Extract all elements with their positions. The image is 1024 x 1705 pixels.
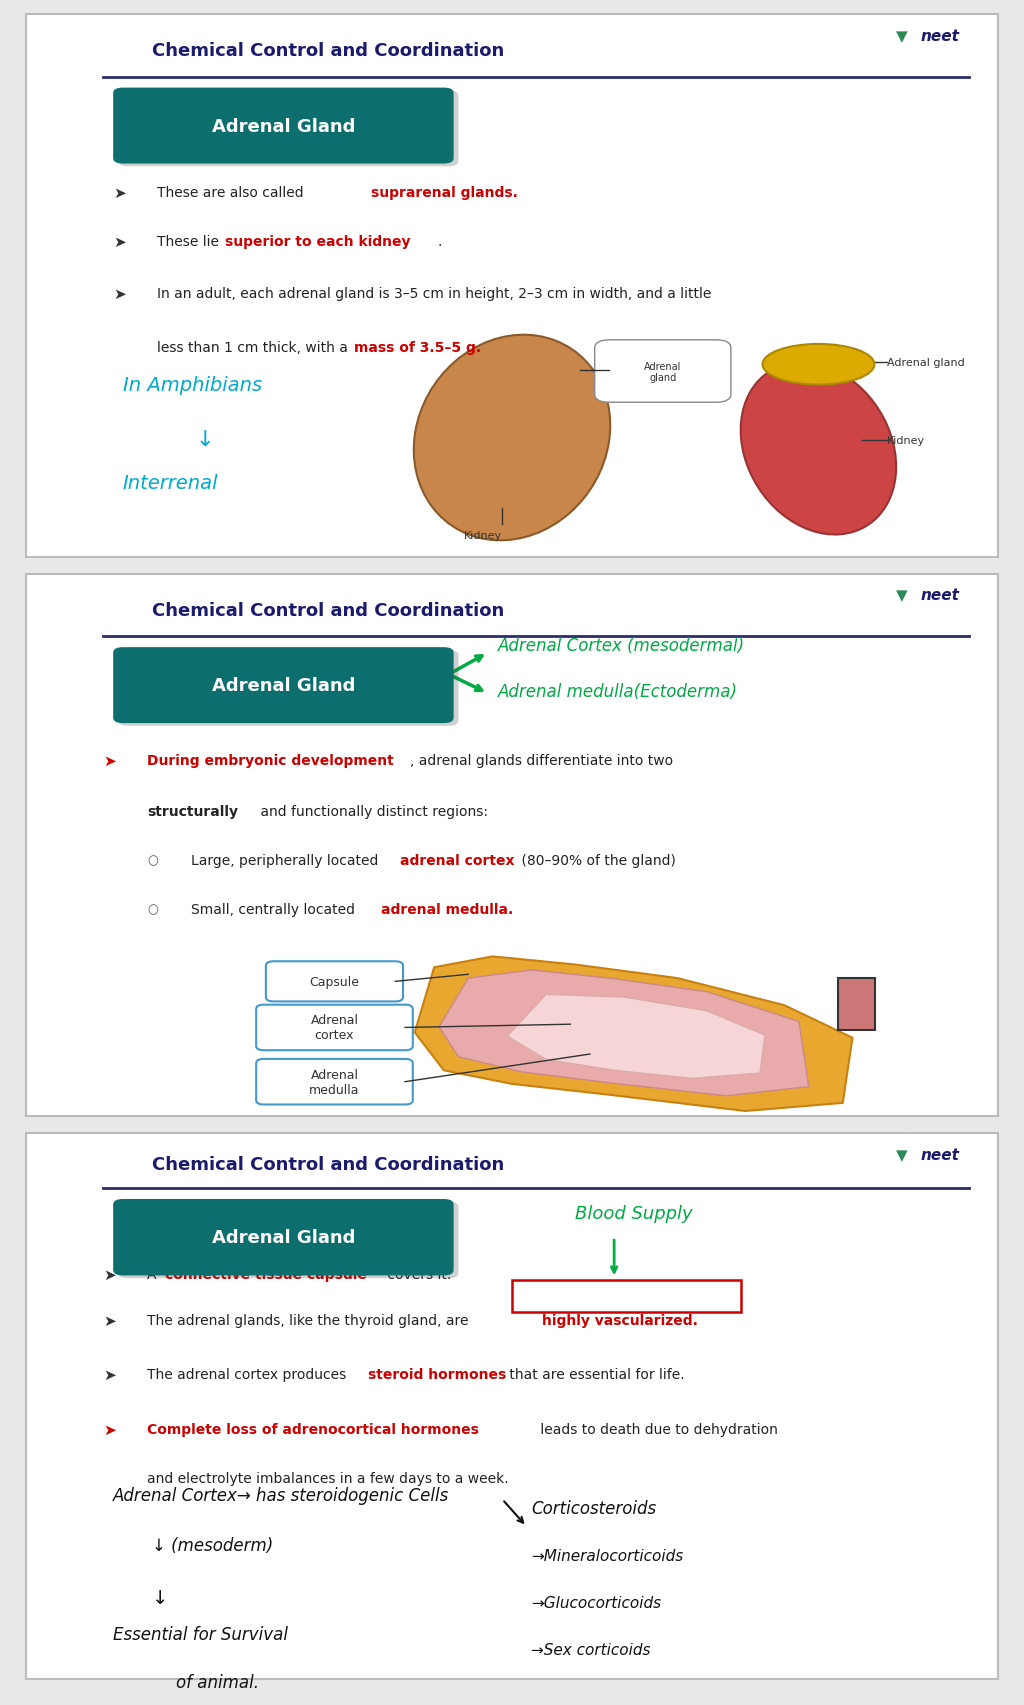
Ellipse shape (414, 336, 610, 540)
FancyBboxPatch shape (118, 1202, 459, 1279)
Text: Capsule: Capsule (309, 975, 359, 989)
Text: suprarenal glands.: suprarenal glands. (371, 186, 518, 199)
Text: ▼: ▼ (896, 29, 908, 44)
Text: connective tissue capsule: connective tissue capsule (165, 1267, 367, 1282)
Text: Essential for Survival: Essential for Survival (113, 1625, 288, 1644)
Text: that are essential for life.: that are essential for life. (505, 1367, 685, 1381)
Text: The adrenal cortex produces: The adrenal cortex produces (147, 1367, 351, 1381)
Text: ➤: ➤ (113, 235, 126, 251)
Text: ○: ○ (147, 902, 158, 916)
Text: covers it.: covers it. (383, 1267, 451, 1282)
Text: In Amphibians: In Amphibians (123, 375, 262, 396)
Text: Blood Supply: Blood Supply (575, 1205, 693, 1222)
Text: Adrenal Cortex (mesodermal): Adrenal Cortex (mesodermal) (498, 638, 744, 655)
Text: , adrenal glands differentiate into two: , adrenal glands differentiate into two (410, 754, 673, 767)
Text: of animal.: of animal. (176, 1673, 259, 1691)
Text: Kidney: Kidney (887, 436, 925, 447)
Text: structurally: structurally (147, 805, 239, 818)
Text: Adrenal
cortex: Adrenal cortex (310, 1014, 358, 1042)
Text: Adrenal Gland: Adrenal Gland (212, 677, 355, 694)
FancyBboxPatch shape (256, 1004, 413, 1050)
Text: Chemical Control and Coordination: Chemical Control and Coordination (152, 1156, 504, 1173)
Text: Adrenal Gland: Adrenal Gland (212, 118, 355, 135)
Text: less than 1 cm thick, with a: less than 1 cm thick, with a (157, 341, 352, 355)
FancyBboxPatch shape (595, 341, 731, 402)
Text: During embryonic development: During embryonic development (147, 754, 394, 767)
Text: ↓: ↓ (196, 430, 214, 450)
Text: These lie: These lie (157, 235, 223, 249)
Text: Small, centrally located: Small, centrally located (190, 902, 359, 917)
Text: Adrenal gland: Adrenal gland (887, 358, 965, 367)
Text: and electrolyte imbalances in a few days to a week.: and electrolyte imbalances in a few days… (147, 1471, 509, 1485)
Ellipse shape (763, 344, 874, 385)
Text: adrenal medulla.: adrenal medulla. (381, 902, 513, 917)
Text: Adrenal Cortex→ has steroidogenic Cells: Adrenal Cortex→ has steroidogenic Cells (113, 1485, 450, 1504)
FancyBboxPatch shape (114, 1199, 454, 1275)
Text: mass of 3.5–5 g.: mass of 3.5–5 g. (354, 341, 481, 355)
Text: ➤: ➤ (103, 1422, 116, 1437)
Text: highly vascularized.: highly vascularized. (542, 1313, 698, 1326)
Text: The adrenal glands, like the thyroid gland, are: The adrenal glands, like the thyroid gla… (147, 1313, 473, 1326)
Text: superior to each kidney: superior to each kidney (225, 235, 411, 249)
Text: Corticosteroids: Corticosteroids (531, 1499, 656, 1517)
Text: Kidney: Kidney (464, 530, 502, 540)
Text: neet: neet (921, 588, 959, 604)
FancyBboxPatch shape (118, 92, 459, 167)
Polygon shape (439, 970, 809, 1096)
Text: ▼: ▼ (896, 588, 908, 604)
Text: Complete loss of adrenocortical hormones: Complete loss of adrenocortical hormones (147, 1422, 479, 1436)
Text: steroid hormones: steroid hormones (368, 1367, 506, 1381)
FancyBboxPatch shape (118, 651, 459, 726)
Text: In an adult, each adrenal gland is 3–5 cm in height, 2–3 cm in width, and a litt: In an adult, each adrenal gland is 3–5 c… (157, 286, 712, 300)
Text: →Glucocorticoids: →Glucocorticoids (531, 1594, 662, 1610)
FancyBboxPatch shape (114, 89, 454, 164)
Text: Chemical Control and Coordination: Chemical Control and Coordination (152, 43, 504, 60)
Text: .: . (437, 235, 441, 249)
Text: Chemical Control and Coordination: Chemical Control and Coordination (152, 602, 504, 619)
FancyBboxPatch shape (26, 15, 998, 558)
Text: Adrenal Gland: Adrenal Gland (212, 1229, 355, 1246)
Text: and functionally distinct regions:: and functionally distinct regions: (256, 805, 488, 818)
FancyBboxPatch shape (512, 1280, 740, 1313)
FancyBboxPatch shape (26, 575, 998, 1117)
Text: These are also called: These are also called (157, 186, 308, 199)
FancyBboxPatch shape (256, 1059, 413, 1105)
Text: ○: ○ (147, 854, 158, 866)
FancyBboxPatch shape (266, 962, 403, 1003)
Text: ➤: ➤ (113, 286, 126, 302)
Text: (80–90% of the gland): (80–90% of the gland) (517, 854, 676, 868)
Ellipse shape (740, 363, 896, 535)
Text: ➤: ➤ (103, 1267, 116, 1282)
FancyBboxPatch shape (838, 979, 874, 1030)
Text: neet: neet (921, 29, 959, 44)
Text: adrenal cortex: adrenal cortex (400, 854, 515, 868)
Text: →Sex corticoids: →Sex corticoids (531, 1642, 651, 1657)
Text: Adrenal
gland: Adrenal gland (644, 361, 681, 384)
Text: leads to death due to dehydration: leads to death due to dehydration (537, 1422, 778, 1436)
Text: ↓: ↓ (152, 1587, 168, 1606)
Text: ➤: ➤ (103, 1367, 116, 1383)
Text: A: A (147, 1267, 161, 1282)
FancyBboxPatch shape (26, 1134, 998, 1679)
Polygon shape (507, 994, 765, 1079)
FancyBboxPatch shape (114, 648, 454, 723)
Text: →Mineralocorticoids: →Mineralocorticoids (531, 1548, 684, 1563)
Text: ↓ (mesoderm): ↓ (mesoderm) (152, 1536, 273, 1555)
Text: ▼: ▼ (896, 1147, 908, 1163)
Text: ➤: ➤ (103, 1313, 116, 1328)
Text: Adrenal
medulla: Adrenal medulla (309, 1067, 359, 1096)
Text: Interrenal: Interrenal (123, 474, 218, 493)
Text: ➤: ➤ (113, 186, 126, 201)
Text: Large, peripherally located: Large, peripherally located (190, 854, 383, 868)
Text: ➤: ➤ (103, 754, 116, 769)
Text: Adrenal medulla(Ectoderma): Adrenal medulla(Ectoderma) (498, 684, 737, 701)
Text: neet: neet (921, 1147, 959, 1163)
Polygon shape (415, 957, 852, 1112)
